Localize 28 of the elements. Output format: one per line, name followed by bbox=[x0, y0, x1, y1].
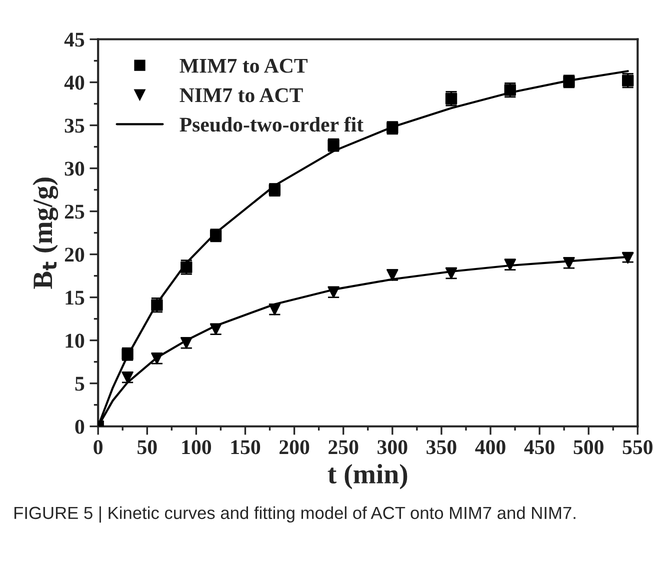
legend-label: NIM7 to ACT bbox=[180, 88, 303, 102]
x-tick-label: 150 bbox=[231, 440, 260, 454]
y-axis-title: B$_{t}$ (mg/g) bbox=[32, 178, 58, 289]
y-tick-label: 25 bbox=[64, 204, 84, 219]
x-tick-label: 450 bbox=[524, 440, 554, 454]
y-tick-label: 20 bbox=[64, 248, 84, 262]
x-tick-label: 350 bbox=[426, 440, 456, 454]
x-tick-label: 500 bbox=[574, 440, 604, 454]
y-tick-label: 35 bbox=[64, 118, 84, 133]
y-tick-label: 5 bbox=[75, 376, 84, 391]
x-tick-label: 250 bbox=[328, 440, 358, 454]
x-tick-label: 100 bbox=[182, 440, 212, 454]
x-tick-label: 550 bbox=[622, 440, 652, 454]
x-tick-label: 300 bbox=[378, 440, 408, 454]
legend-label: MIM7 to ACT bbox=[180, 58, 308, 73]
x-tick-label: 400 bbox=[475, 440, 506, 454]
x-axis-title: t (min) bbox=[328, 464, 408, 490]
y-tick-label: 40 bbox=[64, 76, 84, 90]
y-tick-label: 15 bbox=[66, 290, 84, 305]
y-tick-label: 0 bbox=[75, 420, 84, 434]
caption: FIGURE 5 | Kinetic curves and fitting model of ACT onto MIM7 and NIM7. bbox=[14, 506, 576, 523]
y-tick-label: 10 bbox=[66, 334, 84, 348]
y-tick-label: 30 bbox=[64, 162, 84, 176]
x-tick-label: 0 bbox=[94, 440, 103, 454]
legend-label: Pseudo-two-order fit bbox=[180, 116, 364, 132]
x-tick-label: 50 bbox=[138, 440, 157, 454]
x-tick-label: 200 bbox=[280, 440, 310, 454]
y-tick-label: 45 bbox=[64, 32, 84, 47]
